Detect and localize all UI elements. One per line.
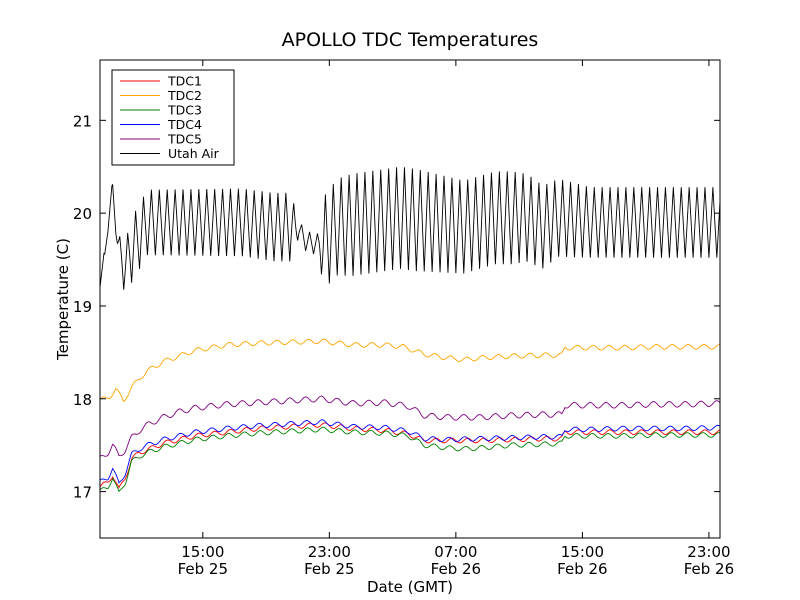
series-line-tdc3 xyxy=(99,426,721,493)
series-line-tdc2 xyxy=(99,338,721,403)
x-tick-date-label: Feb 25 xyxy=(304,560,354,578)
x-axis-label: Date (GMT) xyxy=(367,578,453,596)
legend-box xyxy=(111,69,235,166)
plot-lines xyxy=(99,167,721,493)
y-tick-label: 21 xyxy=(73,112,92,130)
x-tick-date-label: Feb 26 xyxy=(431,560,481,578)
series-line-tdc4 xyxy=(99,419,721,484)
y-tick-label: 17 xyxy=(73,484,92,502)
y-axis-label: Temperature (C) xyxy=(54,238,72,361)
series-line-utah-air xyxy=(99,167,721,290)
x-tick-date-label: Feb 25 xyxy=(178,560,228,578)
legend-label: TDC4 xyxy=(167,117,202,132)
x-tick-time-label: 07:00 xyxy=(434,543,477,561)
x-tick-date-label: Feb 26 xyxy=(684,560,734,578)
plot-frame xyxy=(99,59,721,539)
chart-title: APOLLO TDC Temperatures xyxy=(282,29,539,51)
series-line-tdc1 xyxy=(99,422,721,489)
x-tick-time-label: 23:00 xyxy=(687,543,730,561)
series-line-tdc5 xyxy=(99,395,721,457)
legend-label: TDC1 xyxy=(167,74,202,89)
legend-label: Utah Air xyxy=(168,146,220,161)
y-tick-label: 19 xyxy=(73,298,92,316)
y-tick-label: 20 xyxy=(73,205,92,223)
x-tick-time-label: 15:00 xyxy=(181,543,224,561)
y-tick-label: 18 xyxy=(73,391,92,409)
x-tick-time-label: 15:00 xyxy=(561,543,604,561)
x-tick-date-label: Feb 26 xyxy=(557,560,607,578)
legend-label: TDC2 xyxy=(167,88,202,103)
x-tick-time-label: 23:00 xyxy=(308,543,351,561)
legend-label: TDC3 xyxy=(167,103,202,118)
legend-label: TDC5 xyxy=(167,132,202,147)
